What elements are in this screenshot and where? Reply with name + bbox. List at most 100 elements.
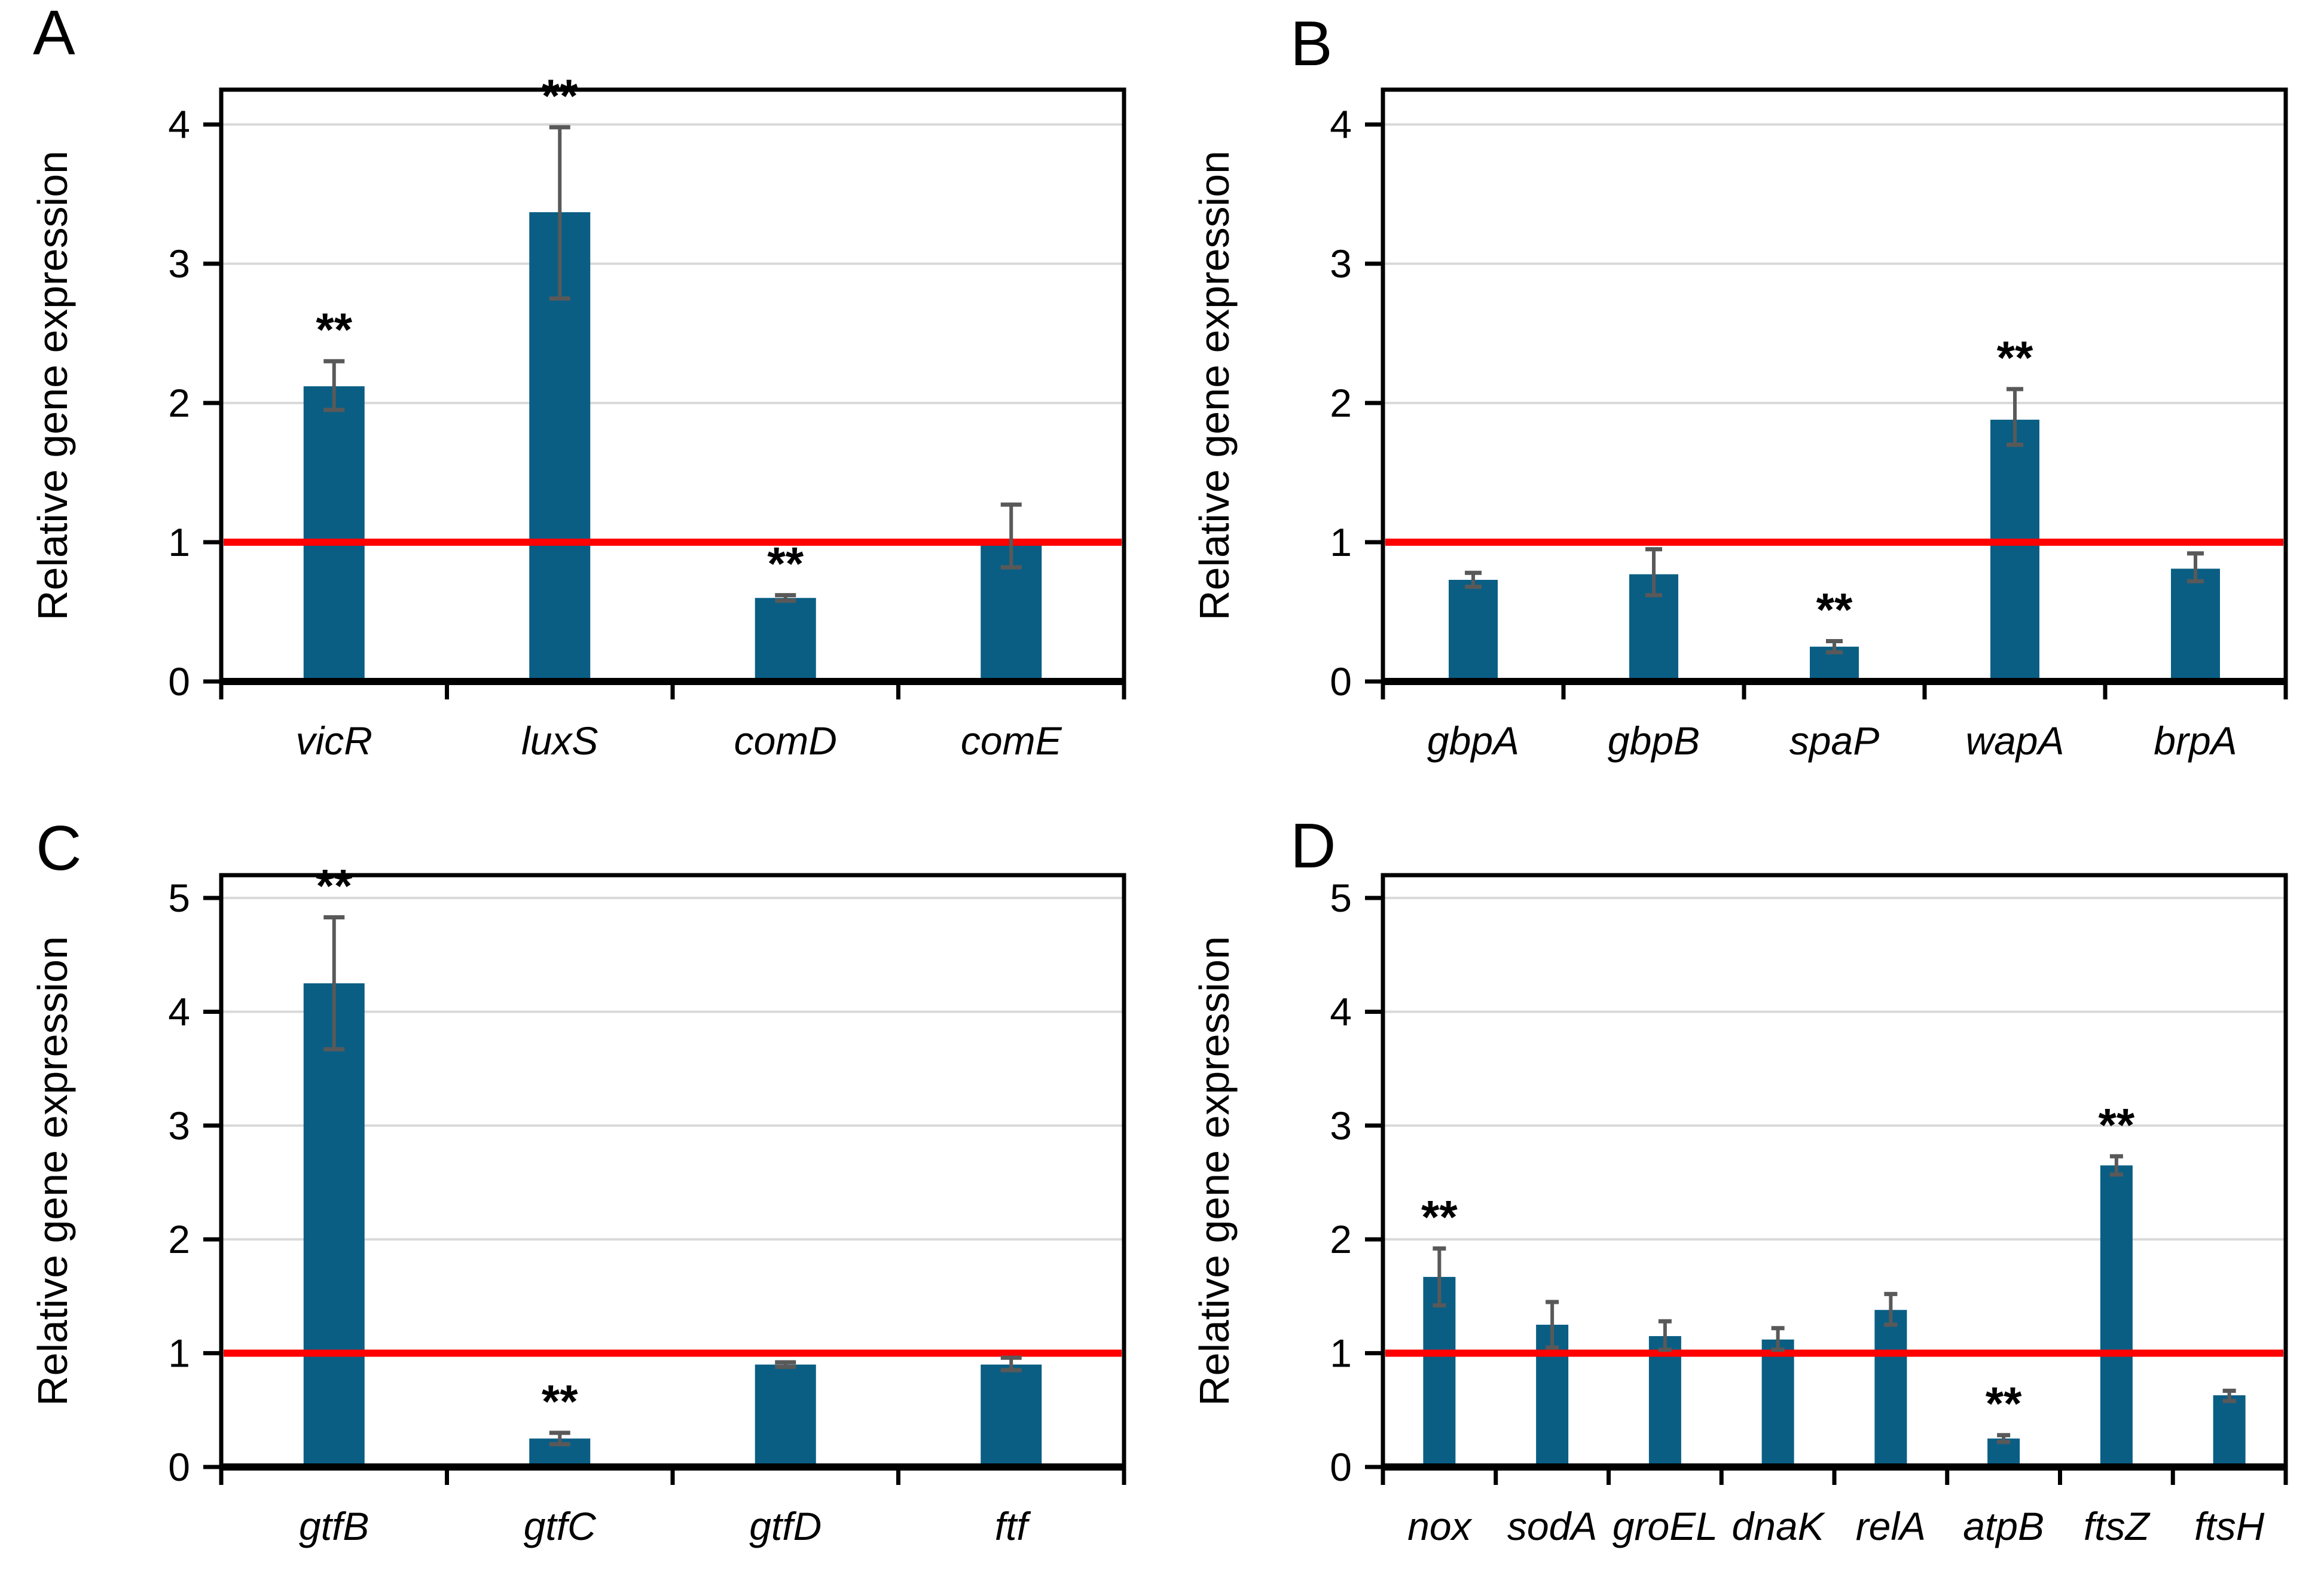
x-label-relA: relA [1856,1504,1926,1548]
bar-gtfB [303,983,365,1467]
x-label-groEL: groEL [1613,1504,1718,1548]
chart-D: ** ** ** 0 1 2 3 4 5 nox sodA groEL dnaK relA atpB ftsZ… [1191,873,2288,1548]
x-label-comD: comD [734,719,837,763]
x-label-ftf: ftf [995,1504,1032,1548]
panel-letter-D: D [1290,811,1337,881]
y-tick-label-2: 2 [1330,381,1352,425]
error-bar-relA [1884,1292,1898,1327]
y-axis-title: Relative gene expression [1191,936,1238,1406]
significance-marker-spaP: ** [1816,583,1853,635]
y-tick-label-4: 4 [168,989,190,1034]
y-tick-label-3: 3 [168,242,190,286]
x-label-dnaK: dnaK [1732,1504,1826,1548]
significance-marker-gtfB: ** [316,859,352,912]
x-label-ftsH: ftsH [2194,1504,2265,1548]
panel-C: C ** ** 0 1 2 3 4 5 gtfB gtfC gtfD ftf Relative gene… [0,786,1162,1571]
chart-A: ** ** ** 0 1 2 3 4 vicR luxS comD comE Relative gene… [29,69,1126,763]
x-label-luxS: luxS [521,719,598,763]
error-bar-dnaK [1771,1326,1785,1352]
error-bar-wapA [2007,387,2023,447]
error-bar-atpB [1997,1433,2011,1444]
bar-gtfD [755,1364,816,1467]
y-tick-label-3: 3 [1330,242,1352,286]
bar-comD [755,598,816,681]
panel-B: B ** ** 0 1 2 3 4 gbpA gbpB spaP wapA brpA Relative … [1162,0,2324,786]
x-label-gbpB: gbpB [1608,719,1700,763]
error-bar-brpA [2187,551,2204,583]
panel-D: D ** ** ** 0 1 2 3 4 5 nox sodA groEL dnaK relA atpB ft… [1162,786,2324,1571]
y-axis-title: Relative gene expression [29,151,76,621]
panel-A: A ** ** ** 0 1 2 3 4 vicR luxS comD comE Relative ge… [0,0,1162,786]
bar-ftsZ [2100,1165,2133,1467]
y-tick-label-0: 0 [1330,659,1352,704]
x-label-gtfC: gtfC [524,1504,597,1548]
significance-marker-vicR: ** [316,303,352,356]
bar-nox [1423,1277,1456,1467]
significance-marker-luxS: ** [542,69,578,122]
error-bar-gtfD [775,1360,796,1369]
y-tick-label-0: 0 [168,1445,190,1489]
error-bar-gtfB [323,915,345,1052]
bar-ftf [981,1364,1042,1467]
bar-vicR [303,386,365,681]
error-bar-nox [1433,1246,1446,1308]
bar-groEL [1648,1336,1681,1467]
y-axis-title: Relative gene expression [29,936,76,1406]
bar-dnaK [1761,1339,1794,1467]
y-tick-label-3: 3 [168,1104,190,1148]
x-label-wapA: wapA [1965,719,2064,763]
error-bar-gbpA [1465,570,1482,589]
bar-brpA [2171,569,2220,681]
y-tick-label-4: 4 [1330,102,1352,146]
significance-marker-gtfC: ** [542,1375,578,1428]
panel-letter-C: C [36,813,83,884]
panel-letter-A: A [33,0,76,68]
error-bar-ftf [1000,1355,1022,1373]
significance-marker-ftsZ: ** [2099,1098,2135,1151]
y-tick-label-3: 3 [1330,1104,1352,1148]
error-bar-spaP [1826,638,1843,655]
y-tick-label-0: 0 [1330,1445,1352,1489]
y-tick-label-1: 1 [1330,1331,1352,1376]
y-tick-label-5: 5 [168,876,190,920]
bar-relA [1874,1310,1907,1467]
x-label-sodA: sodA [1507,1504,1597,1548]
significance-marker-atpB: ** [1986,1377,2022,1430]
bar-gbpA [1449,579,1498,681]
bar-wapA [1990,420,2039,681]
error-bar-sodA [1546,1300,1559,1350]
error-bar-ftsZ [2109,1154,2123,1177]
y-axis-title: Relative gene expression [1191,151,1238,621]
x-label-spaP: spaP [1789,719,1879,763]
x-label-gtfD: gtfD [749,1504,822,1548]
error-bar-comD [775,593,796,603]
y-tick-label-2: 2 [1330,1217,1352,1261]
x-label-gtfB: gtfB [299,1504,369,1548]
error-bar-comE [1000,502,1022,570]
y-tick-label-2: 2 [168,1217,190,1261]
error-bar-gtfC [549,1431,570,1447]
x-label-vicR: vicR [296,719,372,763]
x-label-atpB: atpB [1963,1504,2044,1548]
error-bar-vicR [323,359,345,412]
significance-marker-comD: ** [767,537,804,590]
plot-frame [1381,873,2288,1469]
significance-marker-nox: ** [1421,1190,1458,1243]
chart-B: ** ** 0 1 2 3 4 gbpA gbpB spaP wapA brpA Relative ge… [1191,87,2288,763]
chart-C: ** ** 0 1 2 3 4 5 gtfB gtfC gtfD ftf Relative gene e… [29,859,1126,1548]
y-tick-label-4: 4 [168,102,190,146]
panel-letter-B: B [1290,8,1333,79]
error-bar-groEL [1658,1319,1672,1352]
significance-marker-wapA: ** [1997,331,2033,384]
y-tick-label-0: 0 [168,659,190,704]
y-tick-label-2: 2 [168,381,190,425]
x-label-gbpA: gbpA [1427,719,1519,763]
y-tick-label-4: 4 [1330,989,1352,1034]
y-tick-label-1: 1 [168,1331,190,1376]
error-bar-luxS [549,125,570,301]
x-label-ftsZ: ftsZ [2084,1504,2151,1548]
x-label-comE: comE [961,719,1062,763]
y-tick-label-5: 5 [1330,876,1352,920]
x-label-nox: nox [1407,1504,1472,1548]
